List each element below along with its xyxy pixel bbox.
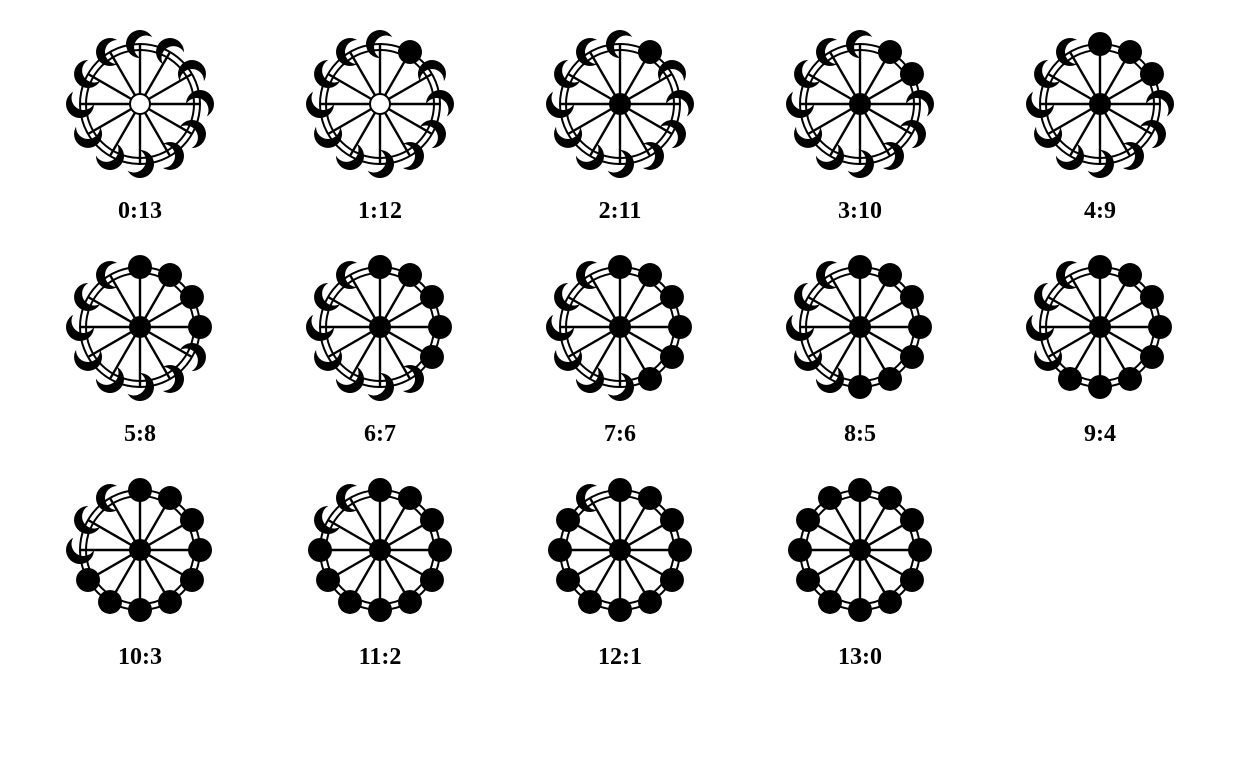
- wheel-label: 6:7: [364, 421, 396, 448]
- wheel-diagram: [536, 243, 704, 411]
- wheel-label: 2:11: [599, 198, 642, 225]
- wheel-cell: 4:9: [1000, 20, 1200, 225]
- wheel-cell: 7:6: [520, 243, 720, 448]
- wheel-cell: 13:0: [760, 466, 960, 671]
- wheel-cell: 10:3: [40, 466, 240, 671]
- wheel-cell: 8:5: [760, 243, 960, 448]
- wheel-diagram: [776, 466, 944, 634]
- wheel-cell: 3:10: [760, 20, 960, 225]
- wheel-grid: 0:13 1:12 2:11 3:10 4:9 5:8 6:7 7:6 8:5 9:4 10:3 11…: [40, 20, 1200, 671]
- wheel-label: 5:8: [124, 421, 156, 448]
- wheel-diagram: [776, 243, 944, 411]
- wheel-diagram: [296, 20, 464, 188]
- wheel-label: 8:5: [844, 421, 876, 448]
- wheel-cell: 12:1: [520, 466, 720, 671]
- wheel-label: 9:4: [1084, 421, 1116, 448]
- wheel-label: 10:3: [118, 644, 162, 671]
- wheel-label: 3:10: [838, 198, 882, 225]
- wheel-cell: 11:2: [280, 466, 480, 671]
- wheel-cell: 9:4: [1000, 243, 1200, 448]
- wheel-cell: 1:12: [280, 20, 480, 225]
- wheel-diagram: [296, 466, 464, 634]
- wheel-diagram: [776, 20, 944, 188]
- wheel-cell: 2:11: [520, 20, 720, 225]
- wheel-diagram: [296, 243, 464, 411]
- wheel-diagram: [56, 466, 224, 634]
- wheel-diagram: [1016, 20, 1184, 188]
- wheel-cell: 0:13: [40, 20, 240, 225]
- wheel-diagram: [56, 20, 224, 188]
- wheel-label: 13:0: [838, 644, 882, 671]
- wheel-label: 4:9: [1084, 198, 1116, 225]
- wheel-cell: 5:8: [40, 243, 240, 448]
- wheel-diagram: [536, 466, 704, 634]
- wheel-diagram: [536, 20, 704, 188]
- wheel-diagram: [1016, 243, 1184, 411]
- wheel-cell: 6:7: [280, 243, 480, 448]
- wheel-diagram: [56, 243, 224, 411]
- wheel-label: 0:13: [118, 198, 162, 225]
- wheel-label: 11:2: [359, 644, 402, 671]
- wheel-label: 1:12: [358, 198, 402, 225]
- wheel-label: 12:1: [598, 644, 642, 671]
- wheel-label: 7:6: [604, 421, 636, 448]
